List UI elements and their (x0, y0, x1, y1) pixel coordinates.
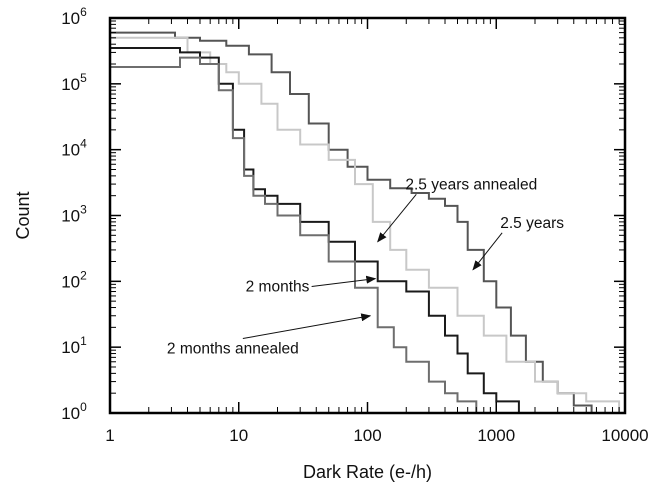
annotation-arrow (377, 193, 417, 243)
series-line-3 (110, 47, 520, 413)
y-tick-label: 104 (61, 137, 87, 160)
y-tick-exponent: 0 (80, 400, 87, 414)
x-tick-label: 1000 (477, 426, 515, 445)
x-axis-label: Dark Rate (e-/h) (303, 462, 432, 482)
x-tick-label: 100 (353, 426, 381, 445)
y-tick-base: 10 (61, 272, 80, 291)
annotation-label: 2.5 years annealed (405, 176, 537, 193)
annotation-arrow (311, 275, 377, 288)
y-tick-exponent: 5 (80, 71, 87, 85)
annotation-label: 2 months annealed (167, 341, 299, 358)
y-tick-exponent: 2 (80, 268, 87, 282)
y-tick-exponent: 6 (80, 5, 87, 19)
y-tick-base: 10 (61, 207, 80, 226)
y-tick-base: 10 (61, 9, 80, 28)
y-tick-label: 100 (61, 400, 87, 423)
annotation-arrow (472, 232, 503, 271)
y-tick-label: 103 (61, 203, 87, 226)
y-tick-exponent: 3 (80, 203, 87, 217)
annotation-label: 2.5 years (500, 215, 564, 232)
y-tick-label: 106 (61, 5, 87, 28)
series-layer (110, 31, 621, 413)
y-tick-label: 102 (61, 268, 87, 291)
y-axis-label: Count (13, 191, 33, 239)
y-tick-exponent: 1 (80, 334, 87, 348)
y-tick-base: 10 (61, 404, 80, 423)
y-tick-base: 10 (61, 338, 80, 357)
series-line-2 (110, 36, 621, 413)
series-line-4 (110, 56, 478, 413)
x-tick-label: 1 (105, 426, 114, 445)
x-tick-label: 10000 (601, 426, 648, 445)
y-tick-label: 105 (61, 71, 87, 94)
annotation-arrow (242, 313, 372, 340)
y-tick-base: 10 (61, 75, 80, 94)
y-tick-exponent: 4 (80, 137, 87, 151)
annotations-layer: 2.5 years annealed 2.5 years 2 months 2 mon… (167, 176, 564, 357)
annotation-label: 2 months (246, 279, 310, 296)
series-line-1 (110, 31, 593, 413)
y-tick-base: 10 (61, 141, 80, 160)
x-tick-label: 10 (229, 426, 248, 445)
y-tick-label: 101 (61, 334, 87, 357)
